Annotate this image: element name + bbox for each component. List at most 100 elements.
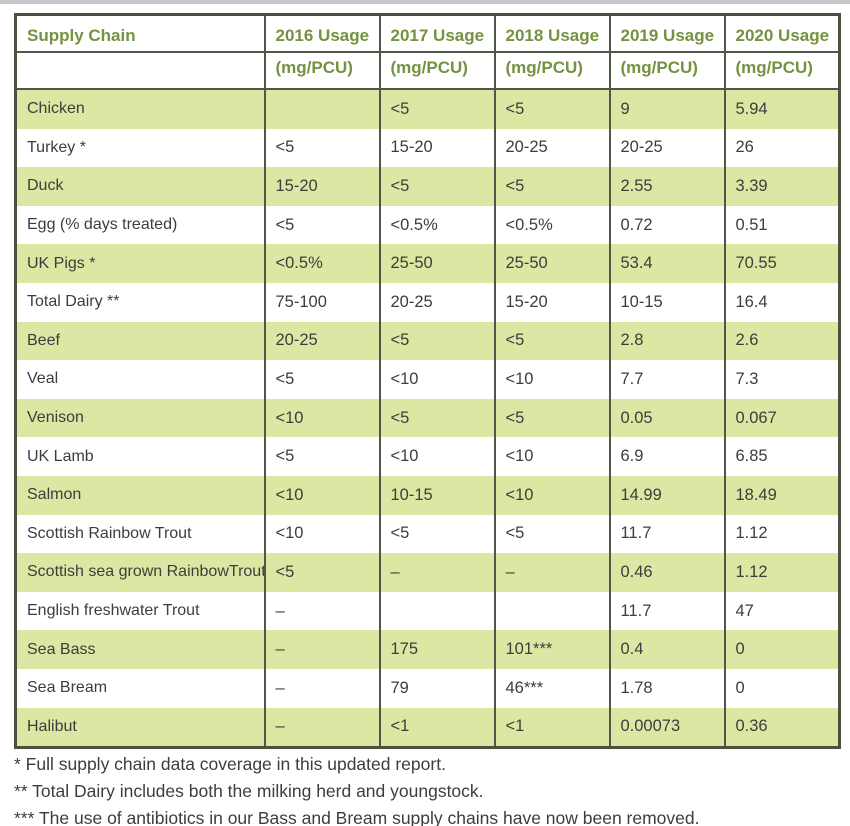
- value-cell: 5.94: [723, 89, 840, 129]
- value-cell: 1.12: [723, 514, 840, 554]
- value-cell: 101***: [493, 630, 610, 669]
- row-label-cell: Salmon: [15, 475, 265, 515]
- value-cell: 0.51: [723, 205, 840, 245]
- table-row: Sea Bass –175 101*** 0.4 0: [15, 630, 840, 669]
- value-cell: 0.4: [608, 630, 725, 669]
- value-cell: 3.39: [723, 167, 840, 206]
- column-header-unit-3: (mg/PCU): [493, 52, 610, 90]
- table-header: Supply Chain 2016 Usage 2017 Usage 2018 Usa…: [15, 14, 840, 90]
- value-cell: 1.12: [723, 553, 840, 592]
- value-cell: <10: [493, 360, 610, 399]
- value-cell: <5: [378, 321, 495, 361]
- table-row: Egg (% days treated) <5 <0.5% <0.5% 0.72 0.51: [15, 205, 840, 245]
- value-cell: 16.4: [723, 282, 840, 322]
- value-cell: 175: [378, 630, 495, 669]
- value-cell: –: [263, 591, 380, 631]
- antibiotic-usage-table: Supply Chain 2016 Usage 2017 Usage 2018 Usa…: [14, 13, 841, 750]
- value-cell: 53.4: [608, 244, 725, 283]
- value-cell: <10: [378, 360, 495, 399]
- table-row: Veal <5 <10 <10 7.7 7.3: [15, 360, 840, 399]
- table-row: Sea Bream –79 46*** 1.78 0: [15, 668, 840, 708]
- value-cell: 10-15: [608, 282, 725, 322]
- value-cell: <5: [493, 398, 610, 438]
- value-cell: 26: [723, 128, 840, 168]
- value-cell: <5: [493, 514, 610, 554]
- value-cell: 15-20: [263, 167, 380, 206]
- row-label-cell: English freshwater Trout: [15, 591, 265, 631]
- value-cell: 20-25: [263, 321, 380, 361]
- table-row: Venison <10 <5 <5 0.05 0.067: [15, 398, 840, 438]
- table-row: Turkey * <5 15-20 20-25 20-25 26: [15, 128, 840, 168]
- header-unit-row: (mg/PCU) (mg/PCU) (mg/PCU) (mg/PCU) (mg/PCU): [15, 52, 840, 90]
- value-cell: 25-50: [493, 244, 610, 283]
- table-row: Chicken <5 <5 9 5.94: [15, 89, 840, 129]
- row-label-cell: Egg (% days treated): [15, 205, 265, 245]
- table-row: Scottish sea grown RainbowTrout <5– –0.46 1…: [15, 553, 840, 592]
- value-cell: <5: [263, 553, 380, 592]
- value-cell: <10: [263, 475, 380, 515]
- row-label-cell: Halibut: [15, 707, 265, 748]
- value-cell: –: [263, 630, 380, 669]
- row-label-cell: UK Lamb: [15, 437, 265, 476]
- value-cell: 1.78: [608, 668, 725, 708]
- value-cell: <5: [378, 398, 495, 438]
- row-label-cell: Scottish sea grown RainbowTrout: [15, 553, 265, 592]
- column-header-title-1: 2016 Usage: [263, 14, 380, 53]
- value-cell: <10: [263, 398, 380, 438]
- value-cell: 0.05: [608, 398, 725, 438]
- value-cell: <5: [263, 128, 380, 168]
- row-label-cell: Turkey *: [15, 128, 265, 168]
- value-cell: 25-50: [378, 244, 495, 283]
- value-cell: 11.7: [608, 514, 725, 554]
- value-cell: 14.99: [608, 475, 725, 515]
- value-cell: <5: [263, 205, 380, 245]
- value-cell: <5: [378, 167, 495, 206]
- table-row: English freshwater Trout – 11.7 47: [15, 591, 840, 631]
- column-header-title-2: 2017 Usage: [378, 14, 495, 53]
- table-row: Salmon <10 10-15 <10 14.99 18.49: [15, 475, 840, 515]
- row-label-cell: Sea Bass: [15, 630, 265, 669]
- value-cell: 0.46: [608, 553, 725, 592]
- value-cell: <10: [493, 437, 610, 476]
- column-header-unit-0: [15, 52, 265, 90]
- value-cell: <10: [263, 514, 380, 554]
- footnote-line: ** Total Dairy includes both the milking…: [14, 781, 484, 801]
- value-cell: 0: [723, 630, 840, 669]
- value-cell: 9: [608, 89, 725, 129]
- value-cell: 0.36: [723, 707, 840, 748]
- value-cell: 20-25: [493, 128, 610, 168]
- value-cell: 46***: [493, 668, 610, 708]
- table-row: Scottish Rainbow Trout <10 <5 <5 11.7 1.12: [15, 514, 840, 554]
- value-cell: 11.7: [608, 591, 725, 631]
- value-cell: <1: [378, 707, 495, 748]
- value-cell: <5: [378, 89, 495, 129]
- value-cell: 6.85: [723, 437, 840, 476]
- table-row: Duck 15-20 <5 <5 2.55 3.39: [15, 167, 840, 206]
- header-title-row: Supply Chain 2016 Usage 2017 Usage 2018 Usa…: [15, 14, 840, 53]
- table-row: UK Lamb <5 <10 <10 6.9 6.85: [15, 437, 840, 476]
- row-label-cell: Sea Bream: [15, 668, 265, 708]
- value-cell: 2.8: [608, 321, 725, 361]
- value-cell: [263, 89, 380, 129]
- column-header-unit-2: (mg/PCU): [378, 52, 495, 90]
- value-cell: <10: [378, 437, 495, 476]
- value-cell: [378, 591, 495, 631]
- column-header-title-4: 2019 Usage: [608, 14, 725, 53]
- column-header-title-0: Supply Chain: [15, 14, 265, 53]
- value-cell: 0.72: [608, 205, 725, 245]
- row-label-cell: Duck: [15, 167, 265, 206]
- value-cell: 0: [723, 668, 840, 708]
- value-cell: –: [263, 707, 380, 748]
- value-cell: <5: [493, 321, 610, 361]
- value-cell: –: [378, 553, 495, 592]
- value-cell: 70.55: [723, 244, 840, 283]
- value-cell: 79: [378, 668, 495, 708]
- value-cell: <5: [493, 89, 610, 129]
- value-cell: <0.5%: [263, 244, 380, 283]
- row-label-cell: Beef: [15, 321, 265, 361]
- footnote-line: * Full supply chain data coverage in thi…: [14, 754, 446, 774]
- value-cell: 15-20: [493, 282, 610, 322]
- value-cell: 15-20: [378, 128, 495, 168]
- value-cell: 7.3: [723, 360, 840, 399]
